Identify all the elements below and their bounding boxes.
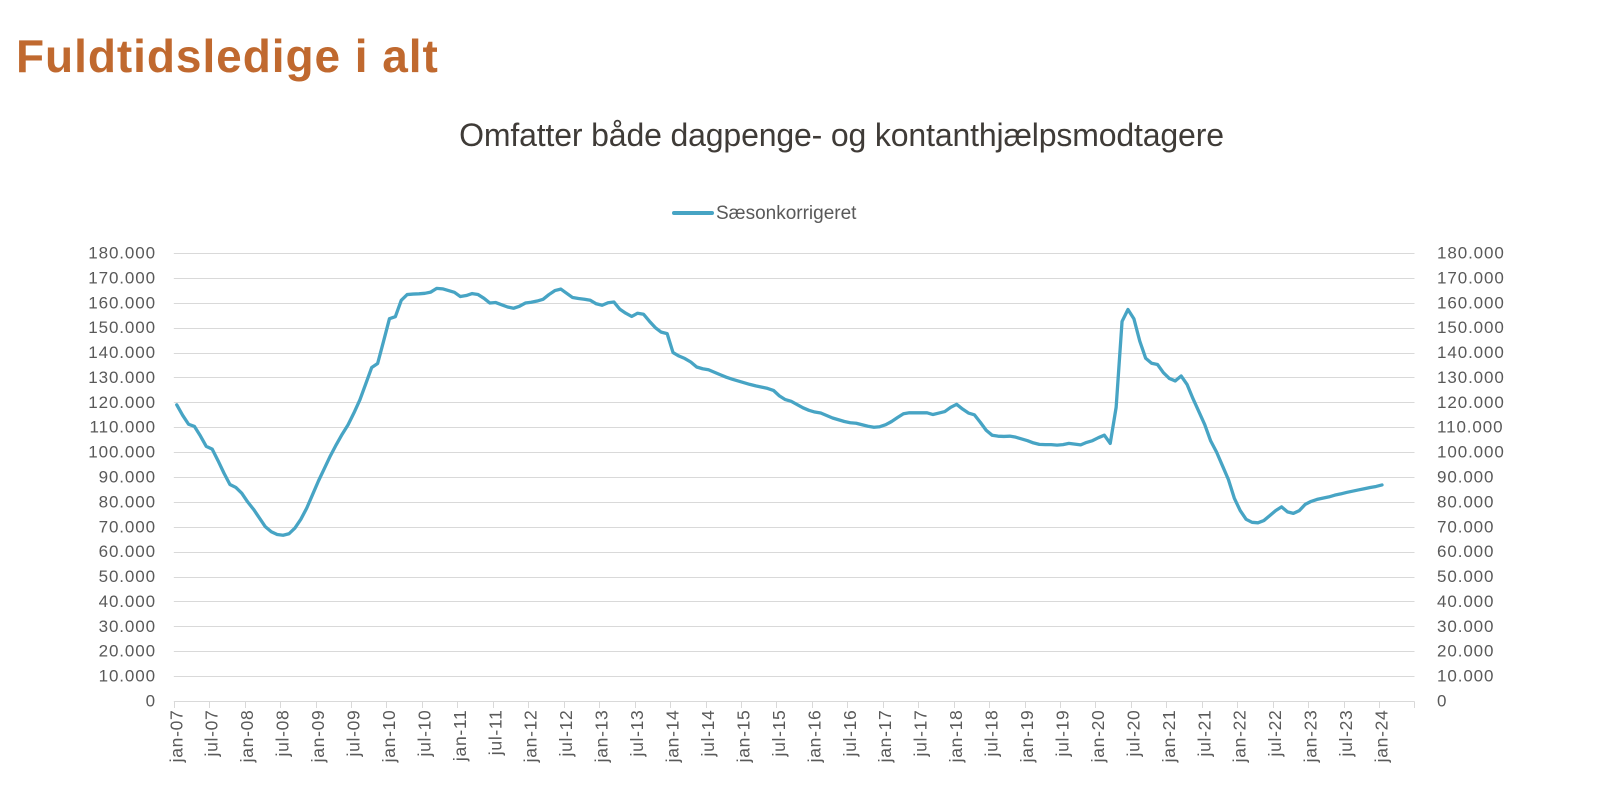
svg-text:jul-19: jul-19 — [1052, 710, 1072, 758]
svg-text:jul-14: jul-14 — [698, 710, 718, 758]
svg-text:100.000: 100.000 — [1437, 443, 1505, 462]
svg-text:30.000: 30.000 — [1437, 617, 1494, 636]
svg-text:150.000: 150.000 — [88, 318, 156, 337]
svg-text:jan-11: jan-11 — [450, 710, 470, 763]
svg-text:160.000: 160.000 — [88, 293, 156, 312]
svg-text:170.000: 170.000 — [1437, 268, 1505, 287]
svg-text:jan-17: jan-17 — [875, 710, 895, 764]
svg-text:110.000: 110.000 — [90, 418, 157, 437]
svg-text:jan-12: jan-12 — [521, 710, 541, 764]
svg-text:20.000: 20.000 — [1437, 642, 1494, 661]
svg-text:jan-08: jan-08 — [237, 710, 257, 764]
svg-text:jan-21: jan-21 — [1159, 710, 1179, 764]
svg-text:160.000: 160.000 — [1437, 293, 1505, 312]
svg-text:jan-13: jan-13 — [592, 710, 612, 764]
svg-text:jan-16: jan-16 — [804, 710, 824, 764]
svg-text:120.000: 120.000 — [1437, 393, 1505, 412]
svg-text:jul-10: jul-10 — [414, 710, 434, 758]
svg-text:jul-12: jul-12 — [556, 710, 576, 758]
svg-text:180.000: 180.000 — [88, 244, 156, 263]
svg-text:180.000: 180.000 — [1437, 244, 1505, 263]
svg-text:jan-10: jan-10 — [379, 710, 399, 764]
svg-text:jul-18: jul-18 — [982, 710, 1002, 758]
svg-text:jan-19: jan-19 — [1017, 710, 1037, 764]
svg-text:0: 0 — [146, 692, 156, 711]
svg-text:130.000: 130.000 — [88, 368, 156, 387]
svg-text:140.000: 140.000 — [88, 343, 156, 362]
svg-text:jul-13: jul-13 — [627, 710, 647, 758]
svg-text:jul-16: jul-16 — [840, 710, 860, 758]
svg-text:jan-15: jan-15 — [733, 710, 753, 764]
svg-text:80.000: 80.000 — [1437, 492, 1494, 511]
svg-text:130.000: 130.000 — [1437, 368, 1505, 387]
svg-text:jan-22: jan-22 — [1230, 710, 1250, 764]
svg-text:jul-21: jul-21 — [1194, 710, 1214, 758]
svg-text:60.000: 60.000 — [1437, 542, 1494, 561]
svg-text:jul-22: jul-22 — [1265, 710, 1285, 758]
svg-text:70.000: 70.000 — [99, 517, 156, 536]
svg-text:jul-20: jul-20 — [1123, 710, 1143, 758]
svg-text:110.000: 110.000 — [1437, 418, 1504, 437]
svg-text:10.000: 10.000 — [99, 667, 156, 686]
svg-text:jul-07: jul-07 — [202, 710, 222, 758]
svg-text:jul-17: jul-17 — [911, 710, 931, 758]
svg-text:jan-24: jan-24 — [1372, 710, 1392, 764]
svg-text:jan-07: jan-07 — [166, 710, 186, 764]
svg-text:90.000: 90.000 — [99, 468, 156, 487]
svg-text:jan-23: jan-23 — [1301, 710, 1321, 764]
svg-text:jan-18: jan-18 — [946, 710, 966, 764]
svg-text:0: 0 — [1437, 692, 1447, 711]
svg-text:jul-11: jul-11 — [485, 710, 505, 757]
svg-text:jul-08: jul-08 — [273, 710, 293, 758]
svg-text:80.000: 80.000 — [99, 492, 156, 511]
svg-text:20.000: 20.000 — [99, 642, 156, 661]
svg-text:90.000: 90.000 — [1437, 468, 1494, 487]
svg-text:150.000: 150.000 — [1437, 318, 1505, 337]
svg-text:jan-14: jan-14 — [663, 710, 683, 764]
svg-text:60.000: 60.000 — [99, 542, 156, 561]
svg-text:jan-20: jan-20 — [1088, 710, 1108, 764]
svg-text:40.000: 40.000 — [1437, 592, 1494, 611]
svg-text:50.000: 50.000 — [1437, 567, 1494, 586]
svg-text:jul-23: jul-23 — [1336, 710, 1356, 758]
svg-text:100.000: 100.000 — [88, 443, 156, 462]
svg-text:40.000: 40.000 — [99, 592, 156, 611]
svg-text:140.000: 140.000 — [1437, 343, 1505, 362]
svg-text:jan-09: jan-09 — [308, 710, 328, 764]
svg-text:jul-09: jul-09 — [344, 710, 364, 758]
svg-text:120.000: 120.000 — [88, 393, 156, 412]
svg-text:30.000: 30.000 — [99, 617, 156, 636]
svg-text:70.000: 70.000 — [1437, 517, 1494, 536]
svg-text:10.000: 10.000 — [1437, 667, 1494, 686]
svg-text:170.000: 170.000 — [88, 268, 156, 287]
svg-text:50.000: 50.000 — [99, 567, 156, 586]
svg-text:jul-15: jul-15 — [769, 710, 789, 758]
